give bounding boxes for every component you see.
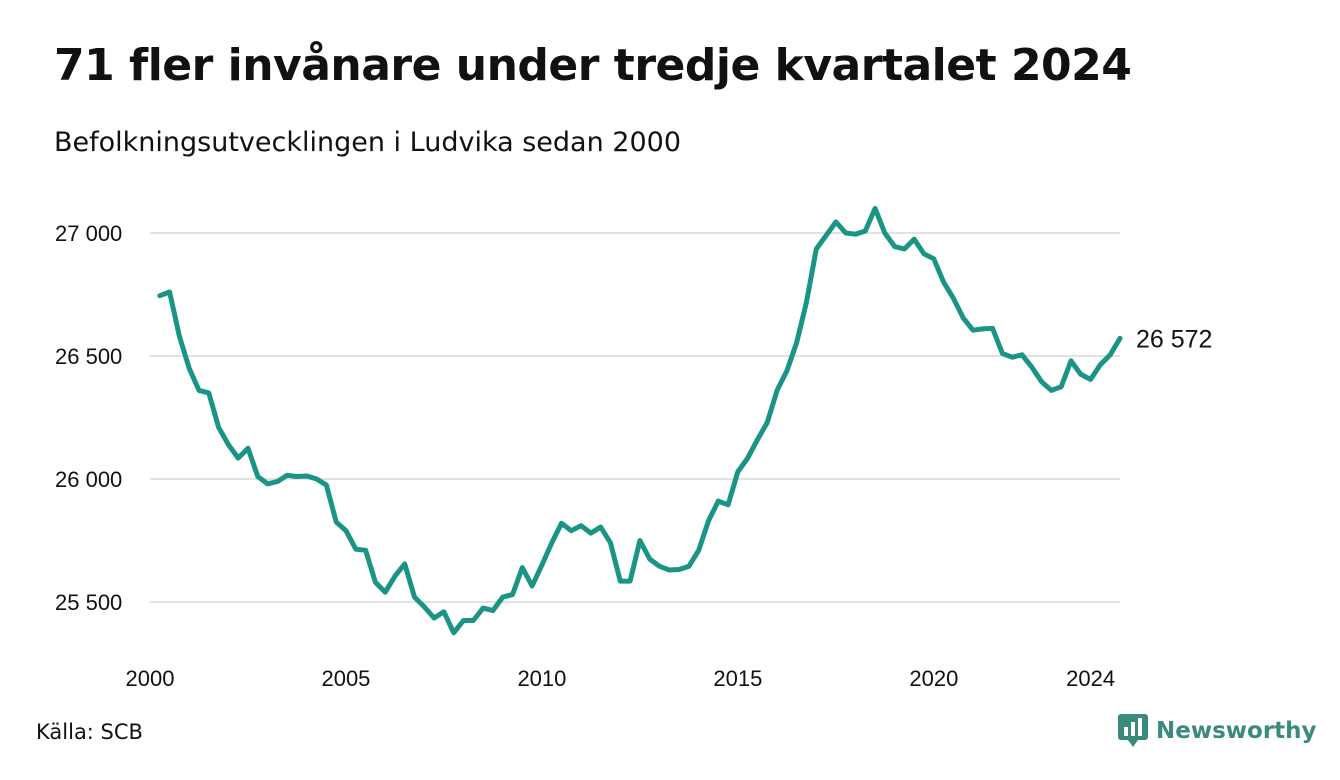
x-tick-label: 2000: [126, 666, 175, 691]
line-chart: 25 500 26 000 26 500 27 000 2000 2005 2010 201…: [55, 205, 1212, 691]
y-tick-label: 26 500: [55, 344, 122, 369]
y-tick-label: 25 500: [55, 590, 122, 615]
chart-subtitle: Befolkningsutvecklingen i Ludvika sedan …: [54, 127, 681, 158]
end-value-label: 26 572: [1136, 325, 1212, 353]
x-tick-label: 2010: [517, 666, 566, 691]
x-axis-ticks: 2000 2005 2010 2015 2020 2024: [126, 666, 1116, 691]
y-axis-ticks: 25 500 26 000 26 500 27 000: [55, 221, 122, 615]
x-tick-label: 2024: [1066, 666, 1115, 691]
y-tick-label: 26 000: [55, 467, 122, 492]
x-tick-label: 2005: [321, 666, 370, 691]
series-layer: [157, 205, 1123, 636]
brand-logo[interactable]: Newsworthy: [1118, 714, 1317, 748]
brand-name: Newsworthy: [1156, 718, 1317, 744]
x-tick-label: 2020: [909, 666, 958, 691]
newsworthy-logo-icon: [1118, 714, 1148, 747]
source-note: Källa: SCB: [36, 720, 143, 744]
series-line: [157, 205, 1123, 636]
chart-title: 71 fler invånare under tredje kvartalet …: [54, 40, 1132, 91]
grid-lines: [150, 232, 1120, 603]
x-tick-label: 2015: [713, 666, 762, 691]
y-tick-label: 27 000: [55, 221, 122, 246]
